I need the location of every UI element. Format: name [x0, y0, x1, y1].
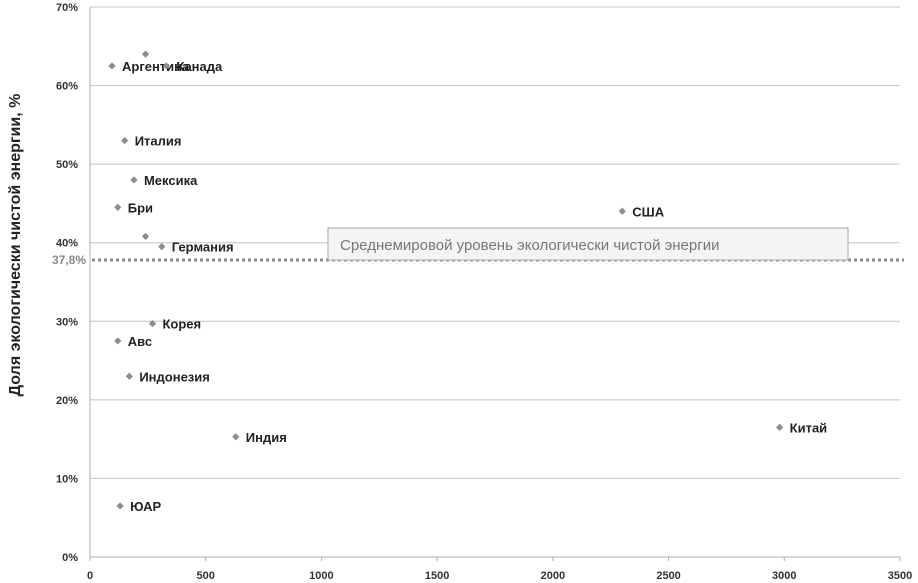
- data-point-label: Канада: [176, 59, 223, 74]
- x-tick-label: 2000: [541, 570, 565, 582]
- data-point: [232, 433, 240, 441]
- data-point: [114, 203, 122, 211]
- data-point: [114, 337, 122, 345]
- x-tick-label: 500: [197, 570, 215, 582]
- reference-line-group: 37,8%: [52, 253, 904, 267]
- y-axis-label: Доля экологически чистой энергии, %: [7, 94, 24, 397]
- data-point: [130, 176, 138, 184]
- grid-lines: [90, 6, 900, 479]
- data-point-label: Германия: [172, 240, 234, 255]
- data-point-label: Корея: [162, 317, 201, 332]
- x-tick-label: 2500: [656, 570, 680, 582]
- data-point-label: ЮАР: [130, 499, 161, 514]
- data-point-label: Индонезия: [139, 369, 210, 384]
- y-tick-label: 30%: [56, 316, 78, 328]
- data-point: [141, 232, 150, 241]
- y-tick-label: 70%: [56, 2, 78, 14]
- data-point: [125, 372, 133, 380]
- data-point: [162, 62, 170, 70]
- data-point-label: Бри: [128, 200, 153, 215]
- x-tick-label: 1000: [309, 570, 333, 582]
- callout-box: [327, 227, 849, 261]
- y-tick-label: 40%: [56, 238, 78, 250]
- y-tick-label: 60%: [56, 81, 78, 93]
- x-tick-label: 3500: [888, 570, 912, 582]
- data-point-label: Италия: [135, 134, 182, 149]
- y-tick-labels: 0% 10% 20% 30% 40% 50% 60% 70%: [56, 2, 78, 564]
- data-point-label: Авс: [128, 334, 152, 349]
- data-point: [158, 243, 166, 251]
- y-tick-label: 50%: [56, 159, 78, 171]
- x-tick-label: 1500: [425, 570, 449, 582]
- data-point-label: Мексика: [144, 173, 198, 188]
- x-tick-label: 3000: [772, 570, 796, 582]
- data-point: [618, 207, 626, 215]
- axes: [89, 7, 900, 558]
- data-point-label: Китай: [790, 420, 828, 435]
- reference-line-label: 37,8%: [52, 253, 86, 267]
- data-point: [116, 502, 124, 510]
- data-point: [141, 50, 150, 58]
- data-point-label: Аргентина: [122, 59, 190, 74]
- y-tick-label: 10%: [56, 473, 78, 485]
- x-tick-labels: 0 500 1000 1500 2000 2500 3000 3500: [87, 557, 912, 582]
- y-tick-label: 20%: [56, 395, 78, 407]
- callout-group: Среднемировой уровень экологически чисто…: [327, 227, 849, 261]
- data-point-label: Индия: [246, 430, 287, 445]
- y-tick-label: 0%: [62, 552, 78, 564]
- data-point: [776, 423, 784, 431]
- callout-text: Среднемировой уровень экологически чисто…: [340, 237, 719, 254]
- data-point: [148, 320, 157, 328]
- data-point-label: США: [632, 204, 664, 219]
- data-point: [121, 136, 129, 145]
- data-point: [108, 62, 116, 70]
- x-tick-label: 0: [87, 570, 93, 582]
